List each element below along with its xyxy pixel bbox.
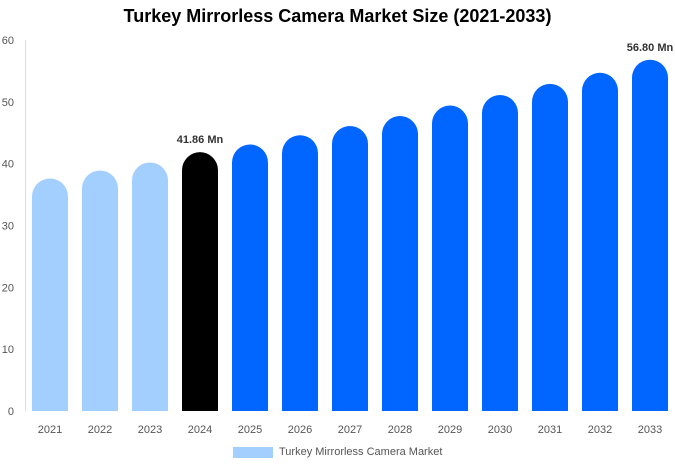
x-tick-label: 2030 [488,424,512,436]
bar-2027[interactable] [332,125,368,412]
x-tick-label: 2023 [138,424,162,436]
x-tick-label: 2024 [188,424,212,436]
bar-2026[interactable] [282,135,318,411]
y-tick-label: 30 [2,221,14,233]
x-tick-label: 2022 [88,424,112,436]
bar-2032[interactable] [582,72,618,411]
data-label: 41.86 Mn [177,134,224,146]
x-tick-label: 2025 [238,424,262,436]
x-tick-label: 2032 [588,424,612,436]
y-tick-label: 0 [8,406,14,418]
bar-2024[interactable] [182,152,218,411]
bar-2023[interactable] [132,162,168,411]
y-tick-label: 10 [2,344,14,356]
x-tick-label: 2029 [438,424,462,436]
chart-title: Turkey Mirrorless Camera Market Size (20… [123,6,552,26]
y-tick-label: 50 [2,97,14,109]
x-tick-label: 2028 [388,424,412,436]
legend[interactable]: Turkey Mirrorless Camera Market [233,446,442,458]
data-label: 56.80 Mn [627,42,674,54]
y-tick-label: 20 [2,282,14,294]
x-tick-label: 2033 [638,424,662,436]
bar-2033[interactable] [632,59,668,411]
x-tick-label: 2021 [38,424,62,436]
bar-2028[interactable] [382,116,418,411]
bar-2022[interactable] [82,170,118,411]
bar-2021[interactable] [32,178,68,411]
x-tick-label: 2027 [338,424,362,436]
x-tick-label: 2031 [538,424,562,436]
bar-2025[interactable] [232,144,268,411]
bar-2031[interactable] [532,83,568,411]
bar-2029[interactable] [432,105,468,411]
x-tick-label: 2026 [288,424,312,436]
y-tick-label: 60 [2,35,14,47]
bar-2030[interactable] [482,95,518,411]
y-tick-label: 40 [2,159,14,171]
legend-label: Turkey Mirrorless Camera Market [279,446,443,458]
legend-swatch [233,446,273,458]
